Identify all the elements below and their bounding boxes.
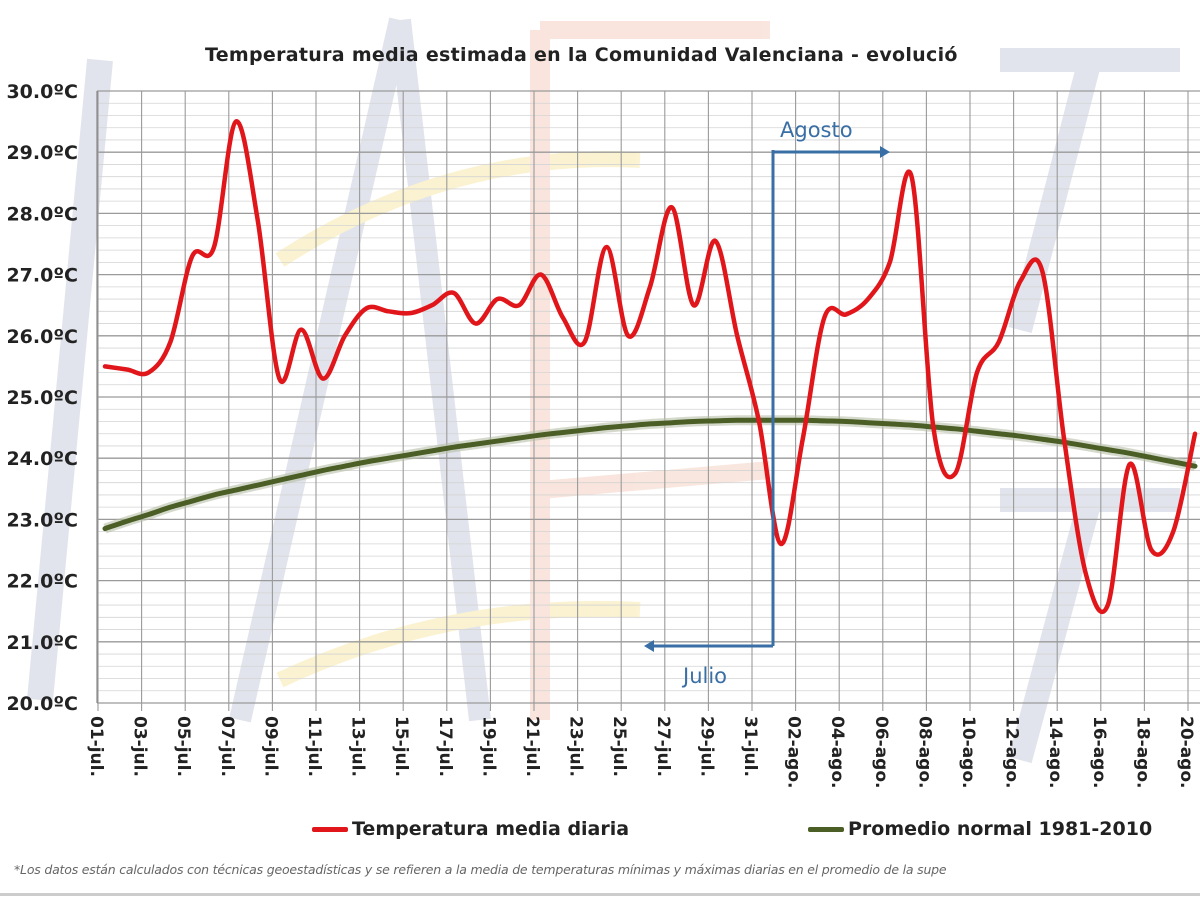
x-tick-label: 27-jul. xyxy=(653,716,673,777)
footnote: *Los datos están calculados con técnicas… xyxy=(14,862,947,877)
x-tick-label: 19-jul. xyxy=(478,716,498,777)
x-tick-label: 18-ago. xyxy=(1132,716,1152,789)
y-tick-label: 23.0ºC xyxy=(6,509,78,531)
legend-swatch-red xyxy=(312,826,348,832)
julio-label: Julio xyxy=(681,664,727,688)
x-tick-label: 31-jul. xyxy=(740,716,760,777)
legend-label: Promedio normal 1981-2010 xyxy=(848,818,1153,840)
x-tick-label: 23-jul. xyxy=(566,716,586,777)
series-line-temperatura-media xyxy=(102,119,1198,615)
y-tick-label: 29.0ºC xyxy=(6,142,78,164)
x-tick-label: 13-jul. xyxy=(348,716,368,777)
legend-swatch-green xyxy=(808,826,844,832)
legend-label: Temperatura media diaria xyxy=(352,818,630,840)
x-tick-label: 05-jul. xyxy=(173,716,193,777)
x-tick-label: 15-jul. xyxy=(391,716,411,777)
x-tick-label: 20-ago. xyxy=(1176,716,1196,789)
x-tick-label: 14-ago. xyxy=(1045,716,1065,789)
x-tick-label: 08-ago. xyxy=(914,716,934,789)
agosto-arrow-head xyxy=(880,146,890,158)
x-tick-label: 12-ago. xyxy=(1002,716,1022,789)
aemet-watermark-logo xyxy=(27,17,1180,764)
chart-title: Temperatura media estimada en la Comunid… xyxy=(205,44,958,66)
y-tick-label: 25.0ºC xyxy=(6,387,78,409)
x-tick-label: 04-ago. xyxy=(827,716,847,789)
y-tick-label: 24.0ºC xyxy=(6,448,78,470)
agosto-label: Agosto xyxy=(780,118,853,142)
x-tick-label: 11-jul. xyxy=(304,716,324,777)
legend-item-temperatura: Temperatura media diaria xyxy=(312,818,629,840)
legend-item-promedio: Promedio normal 1981-2010 xyxy=(808,818,1152,840)
x-tick-label: 17-jul. xyxy=(435,716,455,777)
y-tick-label: 22.0ºC xyxy=(6,571,78,593)
y-tick-label: 28.0ºC xyxy=(6,203,78,225)
month-annotations: Agosto Julio xyxy=(644,118,890,688)
y-tick-label: 26.0ºC xyxy=(6,326,78,348)
x-tick-label: 29-jul. xyxy=(696,716,716,777)
y-tick-label: 21.0ºC xyxy=(6,632,78,654)
x-tick-label: 09-jul. xyxy=(260,716,280,777)
x-tick-label: 25-jul. xyxy=(609,716,629,777)
x-tick-label: 10-ago. xyxy=(958,716,978,789)
divider xyxy=(0,893,1200,896)
x-tick-label: 06-ago. xyxy=(871,716,891,789)
x-tick-label: 21-jul. xyxy=(522,716,542,777)
julio-arrow-head xyxy=(644,640,654,652)
x-tick-label: 03-jul. xyxy=(130,716,150,777)
x-tick-label: 07-jul. xyxy=(217,716,237,777)
y-tick-label: 30.0ºC xyxy=(6,81,78,103)
x-tick-label: 01-jul. xyxy=(86,716,106,777)
y-tick-label: 20.0ºC xyxy=(6,693,78,715)
x-tick-label: 16-ago. xyxy=(1089,716,1109,789)
y-tick-label: 27.0ºC xyxy=(6,265,78,287)
x-tick-label: 02-ago. xyxy=(784,716,804,789)
